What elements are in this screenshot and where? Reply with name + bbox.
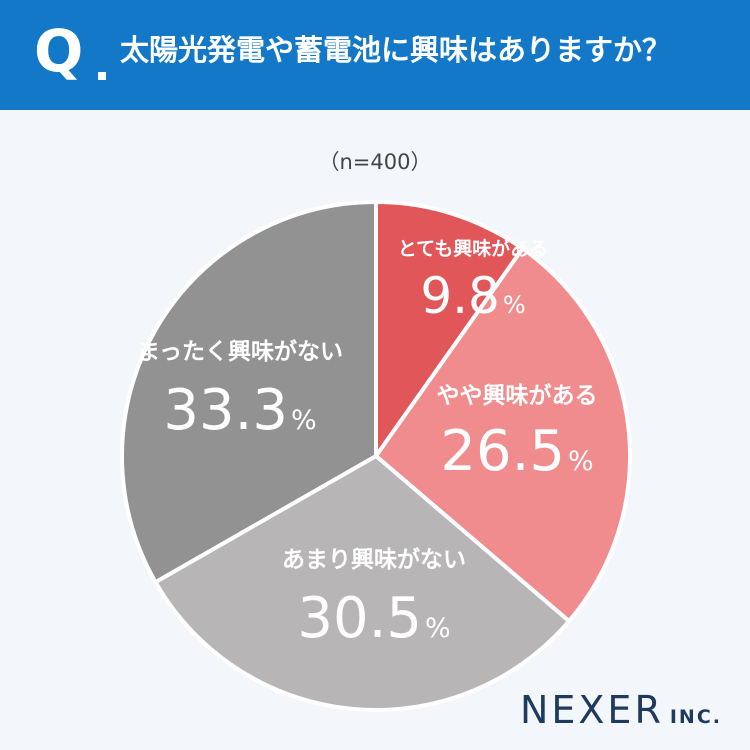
slice-category-label: とても興味がある xyxy=(398,237,548,260)
slice-very-interested xyxy=(374,200,525,458)
slice-value-number: 26.5 xyxy=(440,419,565,484)
slice-somewhat-interested xyxy=(374,246,632,624)
slice-category-label: やや興味がある xyxy=(437,382,598,409)
slice-value-label: 9.8% xyxy=(420,267,525,325)
question-text: 太陽光発電や蓄電池に興味はありますか？ xyxy=(120,33,672,67)
q-mark: Q xyxy=(34,17,84,85)
slice-value-label: 30.5% xyxy=(297,586,450,651)
slice-not-very-interested xyxy=(153,454,571,712)
slice-category-label: あまり興味がない xyxy=(282,546,466,573)
slice-value-unit: % xyxy=(568,446,594,477)
slice-value-number: 30.5 xyxy=(297,586,422,651)
slice-value-number: 9.8 xyxy=(420,267,500,325)
question-header: Q 太陽光発電や蓄電池に興味はありますか？ xyxy=(0,0,750,110)
slice-value-unit: % xyxy=(425,613,451,644)
logo-suffix: INC. xyxy=(669,706,722,728)
slice-value-label: 33.3% xyxy=(163,378,316,443)
slice-value-number: 33.3 xyxy=(163,378,288,443)
slice-value-unit: % xyxy=(503,291,526,319)
q-dot xyxy=(98,72,106,80)
slice-not-interested xyxy=(120,200,378,585)
logo-name: NEXER xyxy=(519,688,664,732)
slice-value-unit: % xyxy=(291,405,317,436)
slice-category-label: まったく興味がない xyxy=(137,338,343,365)
nexer-logo: NEXER INC. xyxy=(520,688,722,732)
slice-value-label: 26.5% xyxy=(440,419,593,484)
sample-size-label: （n=400） xyxy=(318,150,432,174)
